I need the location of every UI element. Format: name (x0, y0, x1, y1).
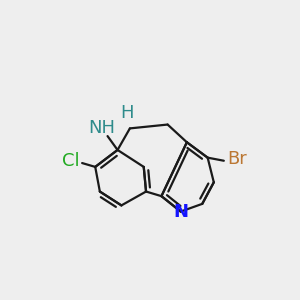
Text: H: H (120, 104, 134, 122)
Text: NH: NH (88, 119, 115, 137)
Text: Br: Br (227, 150, 247, 168)
Text: N: N (173, 202, 188, 220)
Text: Cl: Cl (62, 152, 80, 170)
